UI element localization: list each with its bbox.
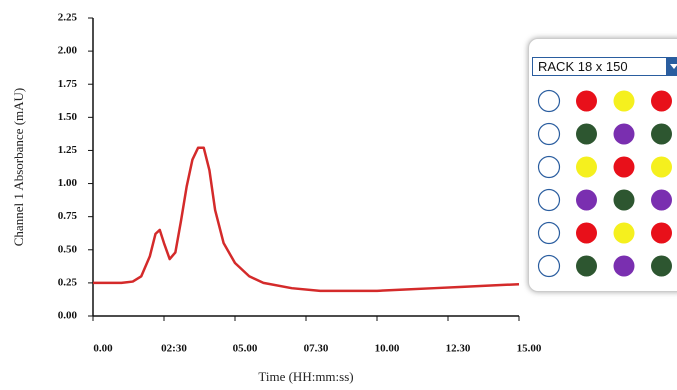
x-tick-label: 12.30 [446, 343, 471, 355]
x-tick-label: 05.00 [233, 343, 258, 355]
well [576, 255, 597, 277]
well [537, 89, 561, 113]
y-tick-label: 0.25 [58, 276, 78, 288]
well [537, 155, 561, 179]
rack-label: RACK 18 x 150 [538, 59, 628, 74]
well [537, 221, 561, 245]
well [537, 188, 561, 212]
well [576, 90, 597, 112]
x-tick-label: 02:30 [161, 343, 187, 355]
well [576, 222, 597, 244]
well [651, 255, 672, 277]
x-tick-label: 10.00 [375, 343, 400, 355]
y-tick-label: 0.50 [58, 243, 78, 255]
well [537, 122, 561, 146]
y-tick-label: 1.25 [58, 144, 78, 156]
well [537, 254, 561, 278]
rack-panel: RACK 18 x 150 [528, 38, 677, 292]
well [613, 123, 635, 145]
y-tick-label: 2.25 [58, 12, 78, 24]
y-tick-label: 1.50 [58, 111, 78, 123]
well [613, 255, 635, 277]
well [613, 156, 635, 178]
y-tick-label: 1.00 [58, 177, 78, 189]
x-tick-label: 0.00 [93, 343, 113, 355]
well [613, 222, 635, 244]
well [613, 189, 635, 211]
well [576, 123, 597, 145]
well [613, 90, 635, 112]
well [576, 156, 597, 178]
well-grid [537, 89, 672, 278]
x-axis-title: Time (HH:mm:ss) [258, 369, 353, 384]
y-tick-label: 0.00 [58, 310, 78, 322]
y-tick-label: 2.00 [58, 45, 78, 57]
well [651, 90, 672, 112]
y-tick-label: 1.75 [58, 78, 78, 90]
rack-dropdown[interactable]: RACK 18 x 150 [532, 57, 677, 76]
dropdown-arrow[interactable] [666, 58, 677, 75]
well [651, 156, 672, 178]
well [576, 189, 597, 211]
line-series [93, 146, 520, 293]
x-tick-label: 07.30 [304, 343, 329, 355]
well [651, 189, 672, 211]
x-tick-label: 15.00 [517, 343, 542, 355]
well [651, 123, 672, 145]
well [651, 222, 672, 244]
y-tick-label: 0.75 [58, 210, 78, 222]
y-axis-title: Channel 1 Absorbance (mAU) [11, 88, 26, 247]
